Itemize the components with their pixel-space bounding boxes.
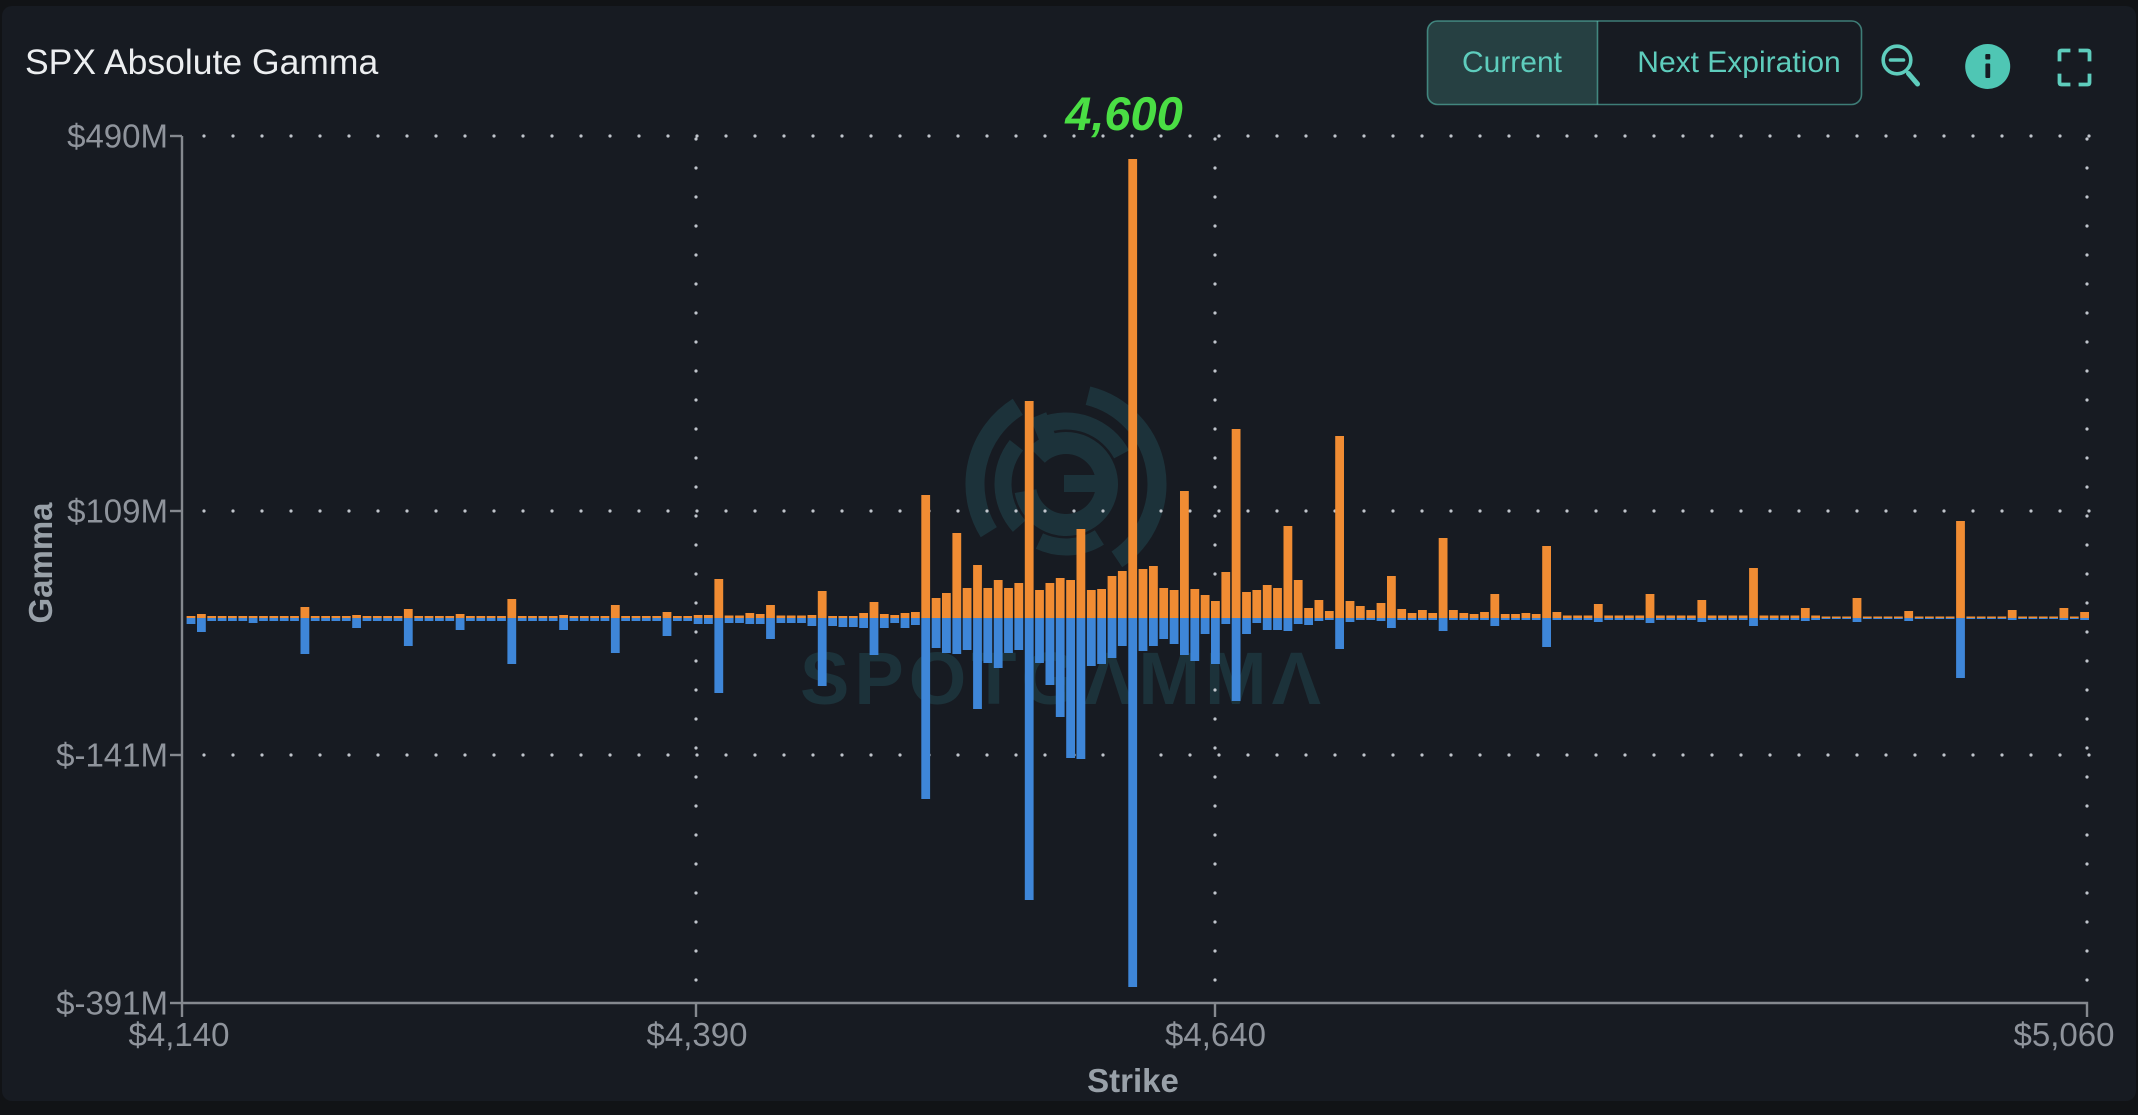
svg-text:$109M: $109M	[67, 493, 168, 530]
svg-text:Strike: Strike	[1087, 1062, 1179, 1099]
svg-text:$4,140: $4,140	[129, 1016, 230, 1053]
svg-text:Next Expiration: Next Expiration	[1637, 46, 1840, 79]
svg-text:$5,060: $5,060	[2014, 1016, 2115, 1053]
svg-text:$490M: $490M	[67, 118, 168, 155]
svg-text:SPX Absolute Gamma: SPX Absolute Gamma	[25, 42, 378, 82]
svg-text:$4,390: $4,390	[647, 1016, 748, 1053]
svg-text:$-141M: $-141M	[56, 737, 168, 774]
svg-text:Gamma: Gamma	[22, 502, 59, 624]
svg-text:$-391M: $-391M	[56, 985, 168, 1022]
svg-text:Current: Current	[1462, 46, 1563, 79]
svg-text:$4,640: $4,640	[1165, 1016, 1266, 1053]
svg-text:4,600: 4,600	[1064, 87, 1183, 140]
